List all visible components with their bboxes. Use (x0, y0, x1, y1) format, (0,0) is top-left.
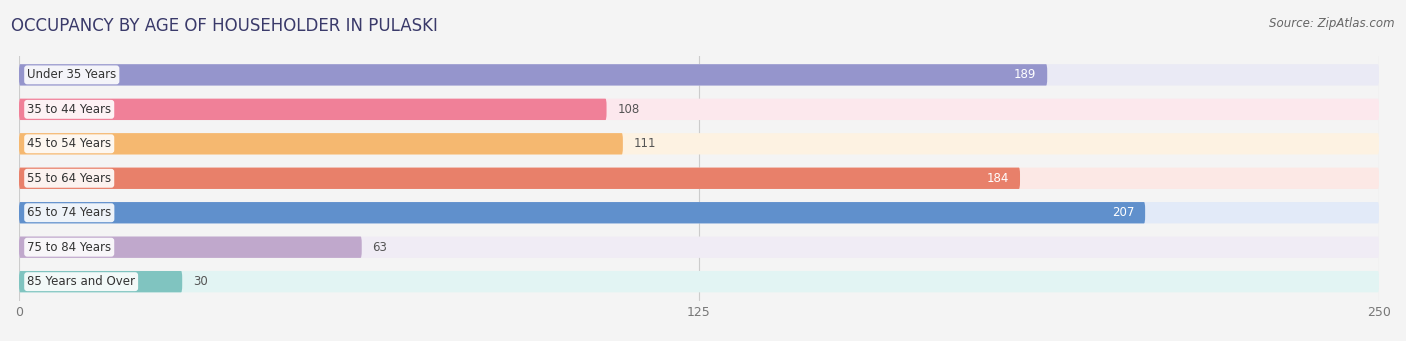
FancyBboxPatch shape (20, 237, 1379, 258)
Text: 184: 184 (987, 172, 1010, 185)
Text: 65 to 74 Years: 65 to 74 Years (27, 206, 111, 219)
Text: 35 to 44 Years: 35 to 44 Years (27, 103, 111, 116)
Text: 111: 111 (634, 137, 657, 150)
Text: OCCUPANCY BY AGE OF HOUSEHOLDER IN PULASKI: OCCUPANCY BY AGE OF HOUSEHOLDER IN PULAS… (11, 17, 439, 35)
Text: 189: 189 (1014, 69, 1036, 81)
FancyBboxPatch shape (20, 271, 1379, 292)
FancyBboxPatch shape (20, 133, 623, 154)
FancyBboxPatch shape (20, 64, 1047, 86)
FancyBboxPatch shape (20, 99, 606, 120)
Text: 207: 207 (1112, 206, 1135, 219)
FancyBboxPatch shape (20, 64, 1379, 86)
Text: 63: 63 (373, 241, 388, 254)
Text: Under 35 Years: Under 35 Years (27, 69, 117, 81)
Text: 30: 30 (193, 275, 208, 288)
FancyBboxPatch shape (20, 167, 1019, 189)
Text: 85 Years and Over: 85 Years and Over (27, 275, 135, 288)
FancyBboxPatch shape (20, 237, 361, 258)
Text: 108: 108 (617, 103, 640, 116)
FancyBboxPatch shape (20, 167, 1379, 189)
Text: Source: ZipAtlas.com: Source: ZipAtlas.com (1270, 17, 1395, 30)
FancyBboxPatch shape (20, 99, 1379, 120)
FancyBboxPatch shape (20, 133, 1379, 154)
FancyBboxPatch shape (20, 202, 1144, 223)
FancyBboxPatch shape (20, 271, 183, 292)
Text: 75 to 84 Years: 75 to 84 Years (27, 241, 111, 254)
Text: 45 to 54 Years: 45 to 54 Years (27, 137, 111, 150)
FancyBboxPatch shape (20, 202, 1379, 223)
Text: 55 to 64 Years: 55 to 64 Years (27, 172, 111, 185)
